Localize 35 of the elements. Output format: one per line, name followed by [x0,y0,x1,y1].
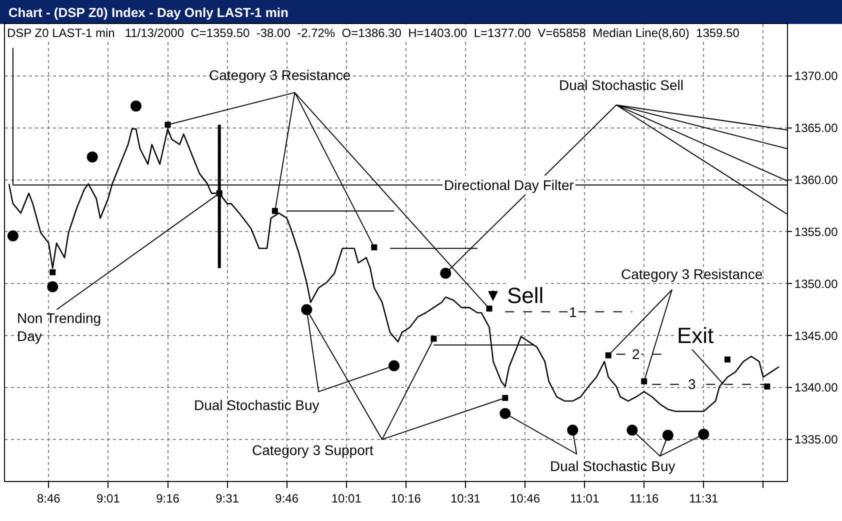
annotation: Sell [507,283,544,308]
annotation: 1 [569,304,577,320]
annotation: Category 3 Resistance [209,67,351,83]
y-tick-label: 1370.00 [794,69,838,84]
annotation: Category 3 Support [252,442,374,458]
annotation: Category 3 Resistance [621,266,763,282]
x-tick-label: 9:31 [216,491,240,506]
x-tick-label: 11:01 [570,491,600,506]
x-tick-label: 9:46 [275,491,299,506]
x-tick-label: 11:16 [630,491,659,506]
y-tick-label: 1345.00 [794,328,838,343]
x-tick-label: 11:31 [689,491,719,506]
annotation: Exit [677,323,714,348]
y-tick-label: 1335.00 [794,432,838,447]
annotation: Directional Day Filter [444,177,574,193]
annotation: Non Trending Day [17,310,102,344]
x-tick-label: 10:31 [450,491,481,506]
y-tick-label: 1340.00 [794,380,838,395]
x-tick-label: 9:01 [96,491,120,506]
chart-title: Chart - (DSP Z0) Index - Day Only LAST-1 min [8,4,289,20]
annotation: Dual Stochastic Sell [559,77,684,93]
y-tick-label: 1365.00 [794,121,838,136]
y-tick-label: 1350.00 [794,276,838,291]
x-tick-label: 9:16 [156,491,180,506]
x-tick-label: 10:46 [510,491,540,506]
annotation: 3 [688,376,696,392]
chart-subtitle: DSP Z0 LAST-1 min 11/13/2000 C=1359.50 -38.00 -2.72% O=1386.30 H=1403.00 L=1377.00 V=65858 Median Line(8,60) 1359.50 [7,26,740,40]
annotation: Dual Stochastic Buy [550,458,676,474]
annotation: 2 [632,346,640,362]
annotation: Dual Stochastic Buy [194,397,320,413]
x-tick-label: 10:01 [331,491,362,506]
x-tick-label: 10:16 [390,491,422,506]
x-tick-label: 8:46 [36,491,61,506]
y-tick-label: 1360.00 [794,173,838,187]
y-tick-label: 1355.00 [794,224,838,239]
